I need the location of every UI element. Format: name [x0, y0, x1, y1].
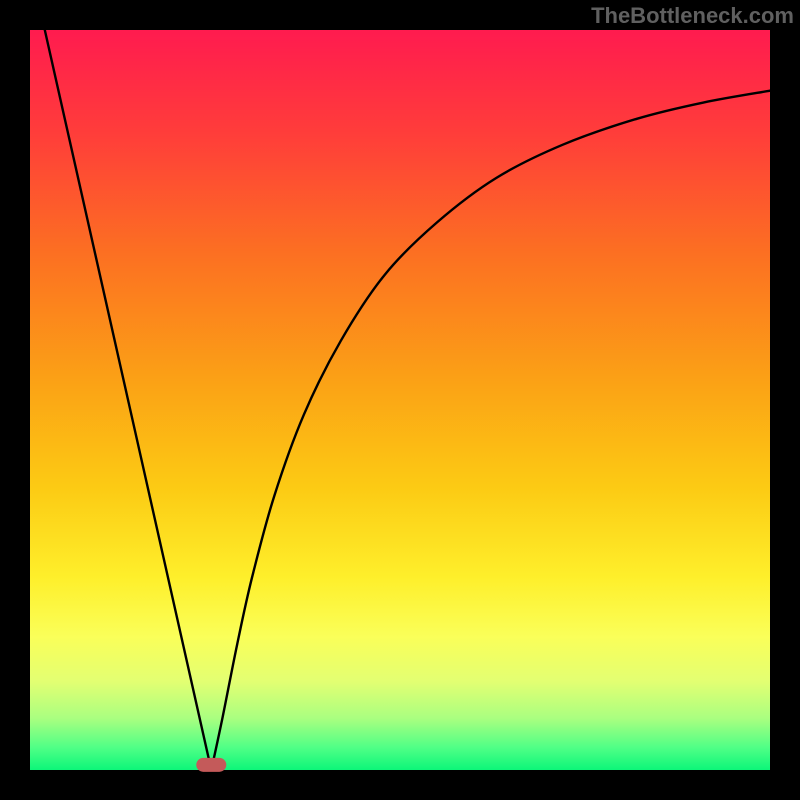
chart-container: TheBottleneck.com	[0, 0, 800, 800]
watermark-text: TheBottleneck.com	[591, 3, 794, 29]
optimum-marker	[196, 758, 226, 772]
curve-layer	[30, 30, 770, 770]
bottleneck-curve	[45, 30, 770, 770]
plot-area	[30, 30, 770, 770]
